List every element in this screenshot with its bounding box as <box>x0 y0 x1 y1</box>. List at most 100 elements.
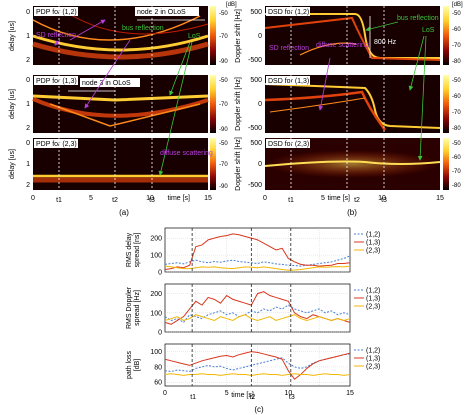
pdp13-trace3 <box>49 103 201 127</box>
dsd12-ylabel: Doppler shift [Hz] <box>235 9 242 63</box>
dsd23-cbar-tick-2: -70 <box>452 169 461 175</box>
pdp13-title-box <box>34 76 78 85</box>
dsd12-yticks: 500 0 -500 <box>248 9 262 64</box>
heatmap-event-lines <box>58 6 385 190</box>
line-panel-0-series-1 <box>164 233 351 270</box>
dsd13-cbar-tick-0: -50 <box>452 78 461 84</box>
dsd23-panel: DSD for (2,3) 500 0 -500 Doppler shift [… <box>235 137 461 191</box>
pdp13-olos-label: node 3 in OLoS <box>82 80 131 87</box>
line-panel-1-ytick-1: 100 <box>150 310 162 317</box>
pdp23-cbar-tick-1: -70 <box>219 162 228 168</box>
line-panel-2-ytick-1: 80 <box>154 364 162 371</box>
dsd13-ytick-1: 0 <box>258 101 262 108</box>
line-panel-0-ylabel-line1: RMS delay <box>126 232 133 267</box>
pdp23-ytick-1: 1 <box>26 161 30 168</box>
pdp-annot-bus: bus reflection <box>122 25 164 32</box>
line-panel-0-ylabel: RMS delayspread [ns] <box>126 232 141 267</box>
pdp12-ytick-0: 0 <box>26 9 30 16</box>
line-panel-2-legend-label-1: (1,3) <box>366 356 380 363</box>
dsd12-cbar-tick-0: -50 <box>452 11 461 17</box>
pdp13-cbar-tick-0: -50 <box>219 78 228 84</box>
pdp-xtick-2: 10 <box>146 195 154 202</box>
pdp12-cbar-tick-1: -70 <box>219 34 228 40</box>
pdp13-colorbar <box>210 75 216 133</box>
pdp12-cbar-unit: [dB] <box>226 2 237 8</box>
line-panel-0-legend-label-0: (1,2) <box>366 232 380 239</box>
pdp13-title: PDP for (1,3) <box>36 78 77 85</box>
pdp12-ylabel: delay [us] <box>9 21 16 51</box>
pdp-annot-diffuse: diffuse scattering <box>160 150 213 157</box>
pdp12-colorbar <box>210 6 216 65</box>
line-panel-2-series-2 <box>164 373 351 376</box>
dsd-xtick-1: 5 <box>321 195 325 202</box>
line-event-label-0: t1 <box>190 394 196 401</box>
dsd13-trace2 <box>264 90 387 131</box>
pdp23-cbar-tick-2: -90 <box>219 184 228 190</box>
dsd13-los-trace <box>264 83 441 129</box>
dsd12-ytick-2: -500 <box>248 57 262 64</box>
dsd-annot-los-arrow2 <box>417 35 427 161</box>
dsd23-cbar-tick-1: -60 <box>452 155 461 161</box>
dsd13-yticks: 500 0 -500 <box>248 77 262 132</box>
dsd13-trace3 <box>269 97 366 113</box>
pdp13-panel: PDP for (1,3) node 3 in OLoS 0 1 2 delay… <box>9 75 228 133</box>
line-xlabel: time [s] <box>231 392 254 399</box>
dsd12-panel: DSD for (1,2) 800 Hz 500 0 -500 Doppler … <box>235 2 463 65</box>
line-panel-1-ylabel-line2: spread [Hz] <box>134 290 141 326</box>
line-panel-1-ylabel: RMS Dopplerspread [Hz] <box>126 286 141 329</box>
line-xtick-0: 0 <box>163 390 167 397</box>
dsd-xtick-0: 0 <box>263 195 267 202</box>
dsd23-ytick-1: 0 <box>258 161 262 168</box>
dsd-xtick-2: 10 <box>378 195 386 202</box>
pdp-t1-label: t1 <box>56 197 62 204</box>
pdp12-title-box <box>34 7 78 16</box>
pdp-annotations: SD reflection bus reflection LoS diffuse… <box>36 19 213 176</box>
pdp12-olos-label: node 2 in OLoS <box>137 9 186 16</box>
pdp23-ylabel: delay [us] <box>9 149 16 179</box>
pdp-annot-los-arrow1 <box>169 41 191 96</box>
pdp12-los-trace <box>32 34 209 52</box>
line-event-label-1: t2 <box>249 394 255 401</box>
dsd13-cbar-tick-2: -70 <box>452 110 461 116</box>
subfig-c-label: (c) <box>254 405 264 414</box>
pdp-annot-sd-arrow2 <box>69 19 106 41</box>
line-panel-0-ytick-1: 100 <box>150 253 162 260</box>
line-panel-2-legend-label-2: (2,3) <box>366 364 380 371</box>
line-panel-1-series-2 <box>164 314 351 322</box>
dsd13-title: DSD for (1,3) <box>268 78 309 85</box>
pdp-xlabel: time [s] <box>167 195 190 202</box>
pdp-annot-sd-arrow1 <box>54 39 61 46</box>
dsd12-cbar-tick-1: -60 <box>452 27 461 33</box>
pdp23-title-box <box>34 139 78 148</box>
dsd23-ylabel: Doppler shift [Hz] <box>235 137 242 191</box>
line-panel-2-ylabel-line1: path loss <box>126 350 133 379</box>
pdp12-ytick-2: 2 <box>26 57 30 64</box>
pdp-xaxis: 0 5 10 15 time [s] t1 t2 t3 <box>31 195 212 204</box>
dsd12-colorbar <box>443 6 449 65</box>
dsd13-ylabel: Doppler shift [Hz] <box>235 77 242 131</box>
pdp12-ytick-1: 1 <box>26 33 30 40</box>
line-panel-2-ylabel-line2: [dB] <box>134 359 141 372</box>
pdp12-trace4 <box>59 7 209 35</box>
pdp12-cbar-tick-0: -50 <box>219 11 228 17</box>
line-xtick-2: 10 <box>284 390 292 397</box>
line-panel-1-legend-label-2: (2,3) <box>366 304 380 311</box>
dsd-annot-los: LoS <box>422 27 435 34</box>
line-panel-2-ytick-0: 100 <box>150 349 162 356</box>
pdp23-colorbar <box>210 138 216 190</box>
pdp-annot-los-arrow2 <box>158 41 193 176</box>
line-panel-2-ylabel: path loss[dB] <box>126 350 141 379</box>
line-panel-1-ytick-0: 200 <box>150 291 162 298</box>
line-panel-0-legend-label-2: (2,3) <box>366 248 380 255</box>
pdp23-ytick-2: 2 <box>26 182 30 189</box>
pdp23-title: PDP for (2,3) <box>36 141 77 148</box>
line-panel-2-legend-label-0: (1,2) <box>366 348 380 355</box>
line-xtick-3: 15 <box>346 390 354 397</box>
dsd13-ytick-0: 500 <box>250 77 262 84</box>
pdp12-panel: PDP for (1,2) node 2 in OLoS 0 1 2 delay… <box>9 2 237 65</box>
line-panel-0-series-0 <box>164 255 351 267</box>
pdp-t2-label: t2 <box>112 197 118 204</box>
pdp13-cbar-tick-2: -90 <box>219 127 228 133</box>
